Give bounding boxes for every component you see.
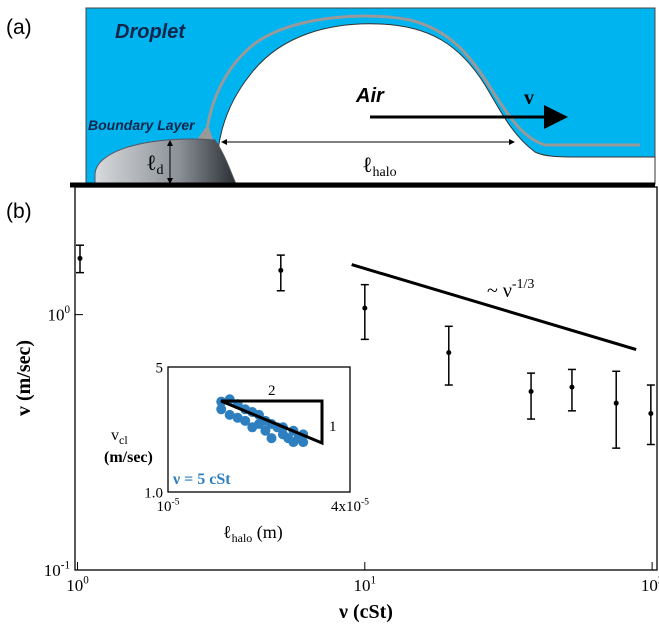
data-point [267, 433, 277, 443]
tick-label: 1.0 [144, 485, 163, 501]
y-label-sub: cl [119, 433, 128, 447]
tick-base: 10 [641, 576, 658, 595]
tick-base: 10 [47, 306, 64, 325]
x-axis-label: ν (cSt) [338, 601, 393, 623]
data-point [648, 411, 653, 416]
tick-label: 5 [156, 360, 164, 376]
schematic: (a) Droplet Air v Boundary Layer ℓd ℓhal… [6, 8, 655, 185]
figure: (a) Droplet Air v Boundary Layer ℓd ℓhal… [0, 0, 659, 627]
velocity-label: v [524, 87, 534, 109]
x-label-symbol: ℓ [223, 522, 232, 542]
y-label-symbol: v [111, 427, 119, 444]
data-point [216, 404, 226, 414]
ld-sub: d [157, 163, 164, 178]
x-label-unit: (m) [252, 522, 283, 543]
tick-exp: 0 [83, 574, 89, 586]
tick-base: 10 [66, 576, 83, 595]
tick-base: 10 [354, 576, 371, 595]
lhalo-symbol: ℓ [362, 152, 373, 177]
inset-y-unit: (m/sec) [104, 449, 153, 466]
tick-exp: 0 [64, 304, 70, 316]
data-point [278, 268, 283, 273]
data-point [614, 401, 619, 406]
boundary-layer-label: Boundary Layer [88, 117, 196, 133]
tick-label: 102 [641, 574, 659, 595]
data-point [362, 306, 367, 311]
y-axis-label: v (m/sec) [13, 340, 35, 416]
droplet-label: Droplet [115, 21, 186, 43]
panel-label: (a) [6, 16, 32, 39]
data-point [446, 350, 451, 355]
data-point [77, 256, 82, 261]
trend-label-base: ~ ν [487, 280, 512, 302]
tick-label: 100 [47, 304, 70, 325]
tick-base: 4x10 [331, 499, 361, 515]
tick-base: 10 [44, 561, 61, 580]
inset-annotation: ν = 5 cSt [172, 471, 231, 488]
x-label-sub: halo [232, 531, 253, 545]
tick-base: 10 [156, 499, 171, 515]
data-point [529, 389, 534, 394]
tick-exp: -5 [361, 496, 369, 507]
air-label: Air [355, 85, 385, 107]
lhalo-sub: halo [373, 165, 397, 180]
tick-exp: -1 [61, 559, 70, 571]
slope-run: 2 [268, 383, 276, 399]
page: (a) Droplet Air v Boundary Layer ℓd ℓhal… [0, 0, 659, 627]
ld-symbol: ℓ [146, 150, 157, 175]
tick-exp: 1 [371, 574, 377, 586]
slope-rise: 1 [329, 419, 337, 435]
panel-label: (b) [6, 200, 32, 223]
trend-label-exp: -1/3 [512, 277, 535, 292]
tick-label: 100 [66, 574, 89, 595]
tick-exp: -5 [171, 496, 179, 507]
tick-label: 101 [354, 574, 377, 595]
data-point [569, 385, 574, 390]
tick-base: 1.0 [144, 485, 163, 501]
